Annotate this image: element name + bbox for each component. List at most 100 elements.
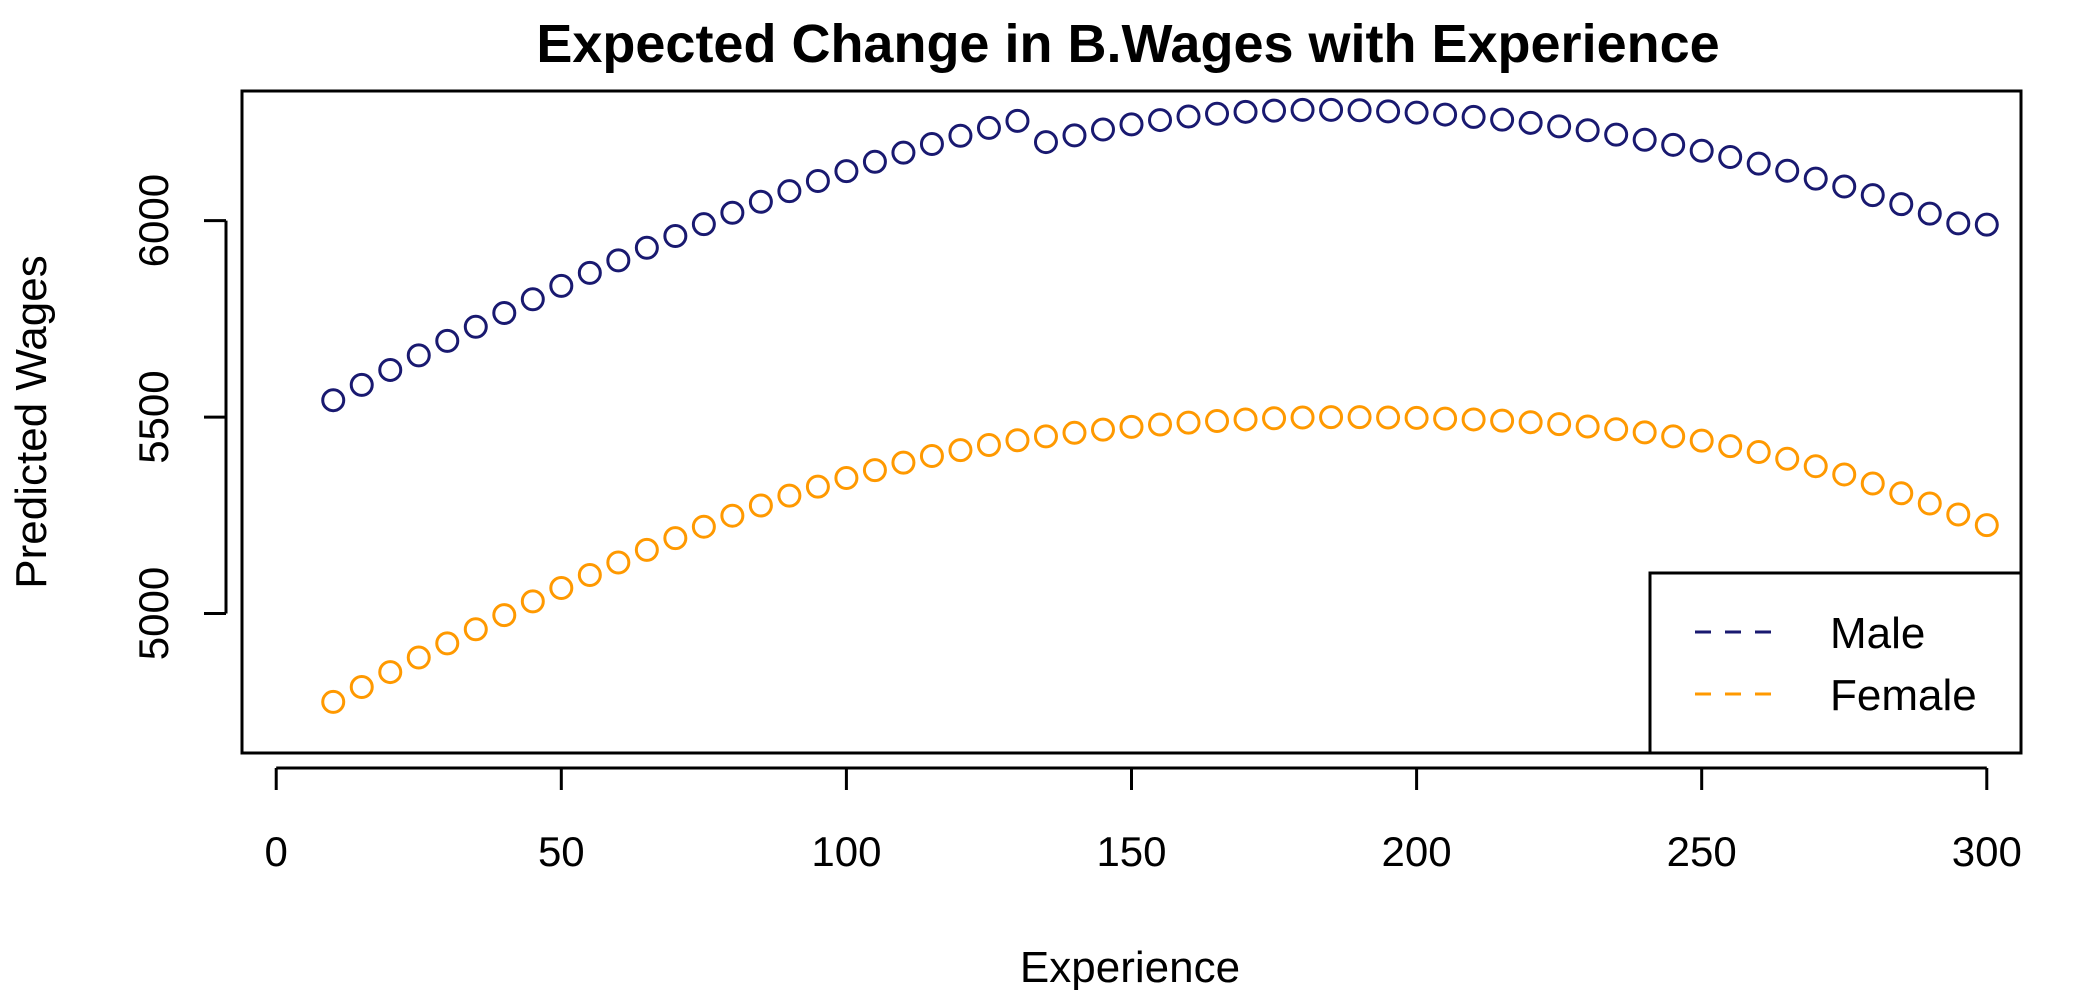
data-point — [691, 514, 716, 539]
data-point — [1290, 405, 1315, 430]
data-point — [862, 458, 887, 483]
data-point — [1661, 424, 1686, 449]
data-point — [1262, 406, 1287, 431]
data-point — [976, 115, 1001, 140]
data-point — [1974, 212, 1999, 237]
x-tick-label: 250 — [1667, 828, 1737, 875]
chart-title: Expected Change in B.Wages with Experien… — [536, 14, 1719, 74]
data-point — [1746, 151, 1771, 176]
data-point — [1233, 407, 1258, 432]
data-point — [1490, 408, 1515, 433]
data-point — [1062, 123, 1087, 148]
data-point — [1718, 145, 1743, 170]
data-point — [1889, 192, 1914, 217]
data-point — [1746, 440, 1771, 465]
data-point — [634, 235, 659, 260]
data-point — [862, 149, 887, 174]
data-point — [406, 645, 431, 670]
y-axis-label: Predicted Wages — [7, 255, 56, 588]
data-point — [1033, 130, 1058, 155]
data-point — [1290, 97, 1315, 122]
data-point — [520, 589, 545, 614]
x-tick-label: 50 — [538, 828, 585, 875]
data-point — [948, 438, 973, 463]
data-point — [891, 450, 916, 475]
data-point — [948, 123, 973, 148]
data-point — [1090, 117, 1115, 142]
data-point — [720, 503, 745, 528]
data-point — [919, 132, 944, 157]
data-point — [1889, 481, 1914, 506]
data-point — [919, 443, 944, 468]
data-point — [1461, 104, 1486, 129]
legend-label-female: Female — [1830, 671, 1977, 720]
x-axis-label: Experience — [1020, 943, 1240, 990]
data-point — [691, 212, 716, 237]
data-point — [1347, 405, 1372, 430]
data-point — [1176, 410, 1201, 435]
data-point — [748, 493, 773, 518]
series-female — [321, 405, 1999, 714]
data-point — [976, 432, 1001, 457]
series-layer — [321, 97, 1999, 714]
data-point — [1860, 471, 1885, 496]
data-point — [1319, 97, 1344, 122]
data-point — [492, 603, 517, 628]
data-point — [1575, 118, 1600, 143]
data-point — [435, 631, 460, 656]
data-point — [1205, 101, 1230, 126]
data-point — [1376, 405, 1401, 430]
data-point — [577, 260, 602, 285]
data-point — [1062, 420, 1087, 445]
x-tick-label: 0 — [265, 828, 288, 875]
data-point — [634, 537, 659, 562]
data-point — [435, 328, 460, 353]
data-point — [834, 465, 859, 490]
data-point — [1689, 428, 1714, 453]
data-point — [1176, 104, 1201, 129]
data-point — [1518, 410, 1543, 435]
data-point — [1148, 412, 1173, 437]
data-point — [1832, 462, 1857, 487]
data-point — [1090, 417, 1115, 442]
data-point — [1376, 99, 1401, 124]
data-point — [1775, 158, 1800, 183]
data-point — [349, 372, 374, 397]
data-point — [520, 287, 545, 312]
data-point — [1433, 102, 1458, 127]
data-point — [1547, 412, 1572, 437]
legend-label-male: Male — [1830, 609, 1925, 658]
data-point — [463, 314, 488, 339]
x-tick-label: 200 — [1382, 828, 1452, 875]
data-point — [805, 168, 830, 193]
data-point — [321, 388, 346, 413]
y-tick-label: 6000 — [130, 174, 177, 267]
data-point — [1917, 491, 1942, 516]
data-point — [1490, 107, 1515, 132]
plot-frame — [240, 89, 2023, 755]
data-point — [549, 273, 574, 298]
data-point — [1404, 405, 1429, 430]
data-point — [1205, 409, 1230, 434]
data-point — [891, 140, 916, 165]
data-point — [1917, 201, 1942, 226]
data-point — [1148, 108, 1173, 133]
x-tick-label: 300 — [1952, 828, 2022, 875]
y-tick-label: 5500 — [130, 370, 177, 463]
data-point — [1632, 127, 1657, 152]
data-point — [1946, 502, 1971, 527]
legend-box — [1648, 571, 2023, 755]
data-point — [805, 474, 830, 499]
data-point — [1661, 132, 1686, 157]
data-point — [463, 617, 488, 642]
x-axis: 0 50 100 150 200 250 300 — [265, 766, 2022, 875]
data-point — [1005, 108, 1030, 133]
data-point — [1262, 98, 1287, 123]
data-point — [1832, 174, 1857, 199]
x-tick-label: 150 — [1096, 828, 1166, 875]
data-point — [349, 674, 374, 699]
data-point — [1119, 112, 1144, 137]
data-point — [834, 159, 859, 184]
data-point — [1632, 420, 1657, 445]
